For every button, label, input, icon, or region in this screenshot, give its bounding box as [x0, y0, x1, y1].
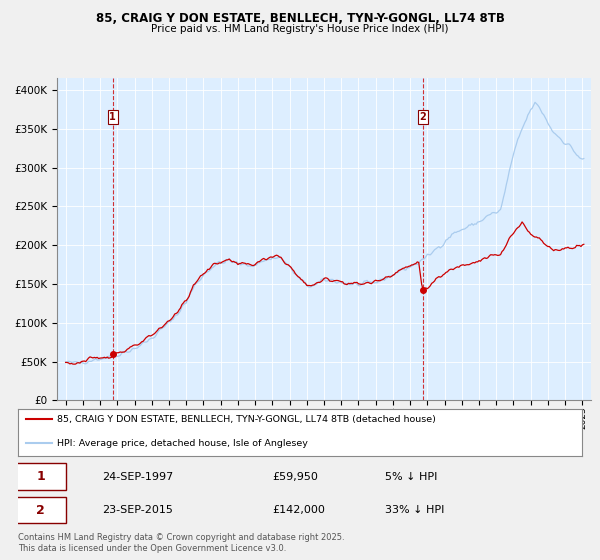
Text: 1: 1 [109, 112, 116, 122]
Text: 2: 2 [36, 503, 45, 517]
Text: £59,950: £59,950 [272, 472, 317, 482]
Text: 23-SEP-2015: 23-SEP-2015 [103, 505, 173, 515]
Text: Price paid vs. HM Land Registry's House Price Index (HPI): Price paid vs. HM Land Registry's House … [151, 24, 449, 34]
Text: 5% ↓ HPI: 5% ↓ HPI [385, 472, 437, 482]
Text: Contains HM Land Registry data © Crown copyright and database right 2025.
This d: Contains HM Land Registry data © Crown c… [18, 533, 344, 553]
Text: HPI: Average price, detached house, Isle of Anglesey: HPI: Average price, detached house, Isle… [58, 438, 308, 447]
Text: £142,000: £142,000 [272, 505, 325, 515]
Text: 33% ↓ HPI: 33% ↓ HPI [385, 505, 444, 515]
Text: 2: 2 [419, 112, 426, 122]
Text: 24-SEP-1997: 24-SEP-1997 [103, 472, 174, 482]
Text: 1: 1 [36, 470, 45, 483]
Text: 85, CRAIG Y DON ESTATE, BENLLECH, TYN-Y-GONGL, LL74 8TB: 85, CRAIG Y DON ESTATE, BENLLECH, TYN-Y-… [95, 12, 505, 25]
FancyBboxPatch shape [15, 497, 66, 524]
Text: 85, CRAIG Y DON ESTATE, BENLLECH, TYN-Y-GONGL, LL74 8TB (detached house): 85, CRAIG Y DON ESTATE, BENLLECH, TYN-Y-… [58, 415, 436, 424]
FancyBboxPatch shape [15, 463, 66, 490]
